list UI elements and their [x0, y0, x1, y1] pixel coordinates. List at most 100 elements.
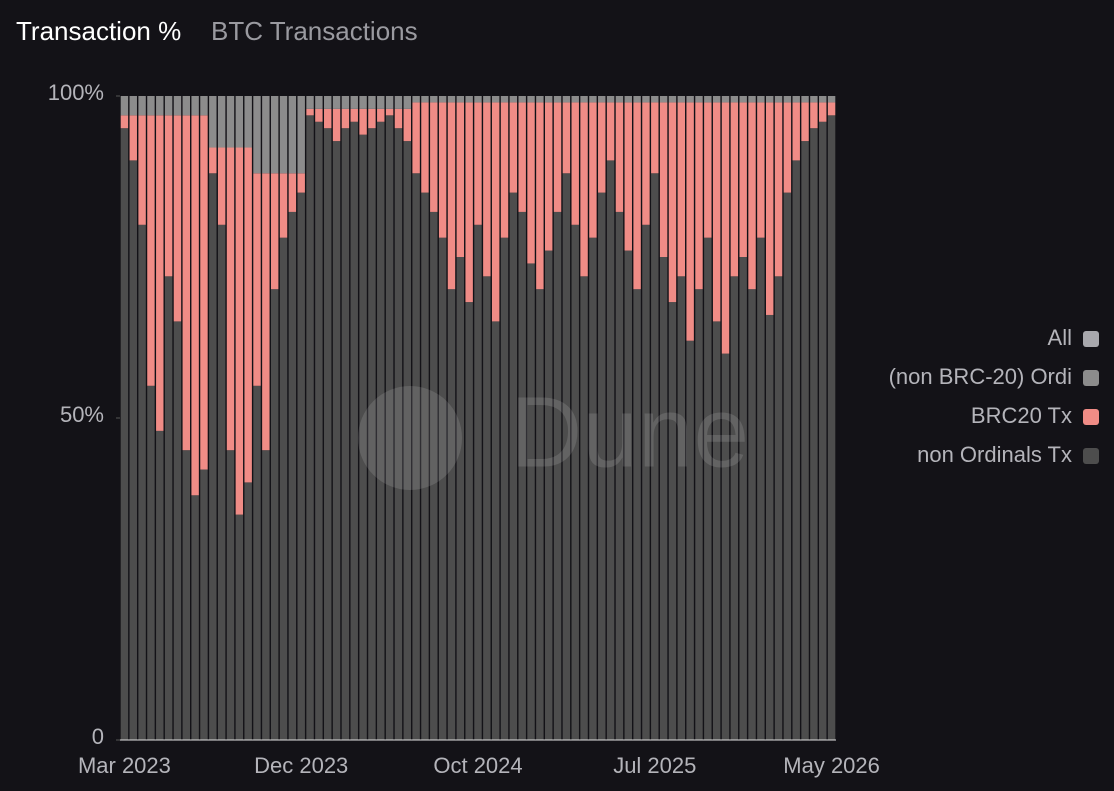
bar-segment	[368, 128, 376, 740]
bar-segment	[545, 96, 553, 103]
bar-segment	[191, 495, 199, 740]
bar-segment	[827, 102, 836, 116]
bar-segment	[783, 102, 792, 193]
bar-segment	[810, 96, 818, 103]
bar-segment	[385, 96, 394, 109]
bar-segment	[456, 102, 465, 257]
bar-segment	[164, 96, 173, 116]
bar-segment	[474, 102, 482, 225]
bar-segment	[138, 96, 146, 116]
bar-segment	[695, 289, 703, 740]
bar-segment	[226, 96, 235, 148]
bar-segment	[217, 96, 226, 148]
bar-segment	[209, 147, 217, 174]
bar-segment	[217, 224, 226, 741]
bar-segment	[704, 96, 712, 103]
bar-segment	[748, 102, 756, 290]
bar-segment	[801, 96, 809, 103]
bar-segment	[792, 102, 800, 161]
bar-segment	[642, 102, 650, 225]
bar-segment	[545, 102, 553, 251]
bar-segment	[297, 173, 305, 193]
bar-segment	[810, 102, 818, 129]
bar-segment	[562, 102, 571, 174]
bar-segment	[704, 102, 712, 238]
bar-segment	[527, 263, 535, 740]
legend-swatch	[1083, 409, 1099, 425]
bar-segment	[191, 96, 199, 116]
bar-segment	[447, 102, 456, 290]
x-tick-label: May 2026	[783, 753, 880, 778]
bar-segment	[518, 211, 526, 741]
bar-segment	[368, 96, 376, 109]
bar-segment	[633, 289, 641, 740]
bar-segment	[129, 96, 137, 116]
bar-segment	[226, 147, 235, 451]
bar-segment	[332, 108, 341, 142]
bar-segment	[226, 450, 235, 740]
bar-segment	[147, 115, 155, 386]
bar-segment	[819, 96, 827, 103]
watermark-logo	[358, 386, 462, 490]
bar-segment	[748, 96, 756, 103]
bar-segment	[712, 102, 721, 322]
bar-segment	[536, 289, 544, 740]
bar-segment	[377, 108, 385, 122]
bar-segment	[324, 128, 332, 740]
bar-segment	[350, 96, 358, 109]
bar-segment	[156, 430, 164, 740]
bar-segment	[562, 96, 571, 103]
bar-segment	[430, 96, 438, 103]
bar-segment	[509, 102, 518, 193]
bar-segment	[765, 102, 774, 315]
bar-segment	[783, 96, 792, 103]
bar-segment	[748, 289, 756, 740]
bar-segment	[164, 276, 173, 740]
bar-segment	[792, 160, 800, 740]
bar-segment	[615, 96, 624, 103]
bar-segment	[721, 96, 730, 103]
legend-swatch	[1083, 370, 1099, 386]
bar-segment	[474, 224, 482, 741]
bar-segment	[509, 96, 518, 103]
bar-segment	[491, 321, 500, 740]
bar-segment	[377, 121, 385, 740]
bar-segment	[182, 96, 191, 116]
bar-segment	[430, 211, 438, 741]
bar-segment	[491, 96, 500, 103]
bar-segment	[801, 102, 809, 142]
bar-segment	[262, 96, 270, 174]
bar-segment	[253, 385, 261, 740]
legend-label: non Ordinals Tx	[917, 442, 1072, 467]
bar-segment	[341, 128, 350, 740]
bar-segment	[120, 115, 129, 129]
bar-segment	[377, 96, 385, 109]
bar-segment	[138, 115, 146, 225]
bar-segment	[695, 102, 703, 290]
bar-segment	[730, 102, 739, 277]
bar-segment	[571, 96, 579, 103]
bar-segment	[270, 96, 279, 174]
bar-segment	[182, 450, 191, 740]
bar-segment	[359, 134, 367, 740]
bar-segment	[262, 450, 270, 740]
bar-segment	[120, 128, 129, 740]
bar-segment	[642, 224, 650, 741]
bar-segment	[598, 192, 606, 741]
bar-segment	[138, 224, 146, 741]
bar-segment	[500, 102, 509, 238]
bar-segment	[536, 102, 544, 290]
bar-segment	[173, 321, 182, 740]
bar-segment	[350, 108, 358, 122]
bar-segment	[421, 192, 429, 741]
bar-segment	[739, 102, 747, 257]
x-tick-label: Dec 2023	[254, 753, 348, 778]
bar-segment	[633, 102, 641, 290]
bar-segment	[385, 108, 394, 116]
bar-segment	[757, 237, 765, 740]
bar-segment	[739, 257, 747, 740]
bar-segment	[774, 276, 783, 740]
bar-segment	[350, 121, 358, 740]
bar-segment	[668, 102, 677, 303]
